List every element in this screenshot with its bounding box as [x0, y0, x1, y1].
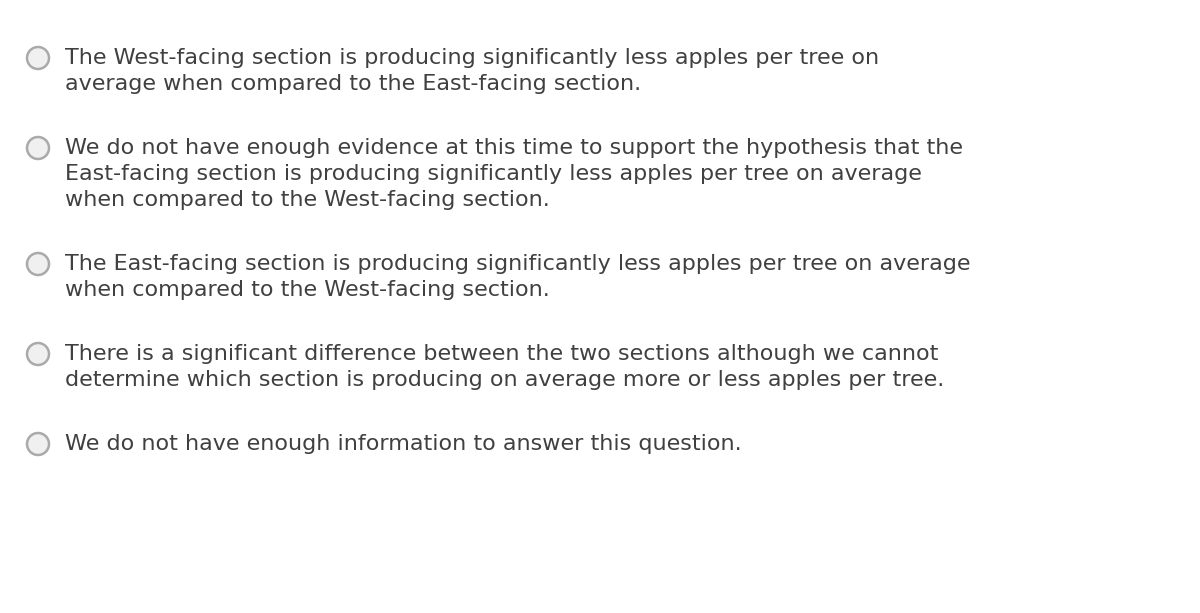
Text: determine which section is producing on average more or less apples per tree.: determine which section is producing on …: [65, 370, 944, 390]
Text: We do not have enough information to answer this question.: We do not have enough information to ans…: [65, 434, 742, 454]
Text: We do not have enough evidence at this time to support the hypothesis that the: We do not have enough evidence at this t…: [65, 138, 964, 158]
Text: The West-facing section is producing significantly less apples per tree on: The West-facing section is producing sig…: [65, 48, 880, 68]
Text: when compared to the West-facing section.: when compared to the West-facing section…: [65, 190, 550, 210]
Text: average when compared to the East-facing section.: average when compared to the East-facing…: [65, 74, 641, 94]
Text: The East-facing section is producing significantly less apples per tree on avera: The East-facing section is producing sig…: [65, 254, 971, 274]
Text: There is a significant difference between the two sections although we cannot: There is a significant difference betwee…: [65, 344, 938, 364]
Text: when compared to the West-facing section.: when compared to the West-facing section…: [65, 280, 550, 300]
Text: East-facing section is producing significantly less apples per tree on average: East-facing section is producing signifi…: [65, 164, 922, 184]
